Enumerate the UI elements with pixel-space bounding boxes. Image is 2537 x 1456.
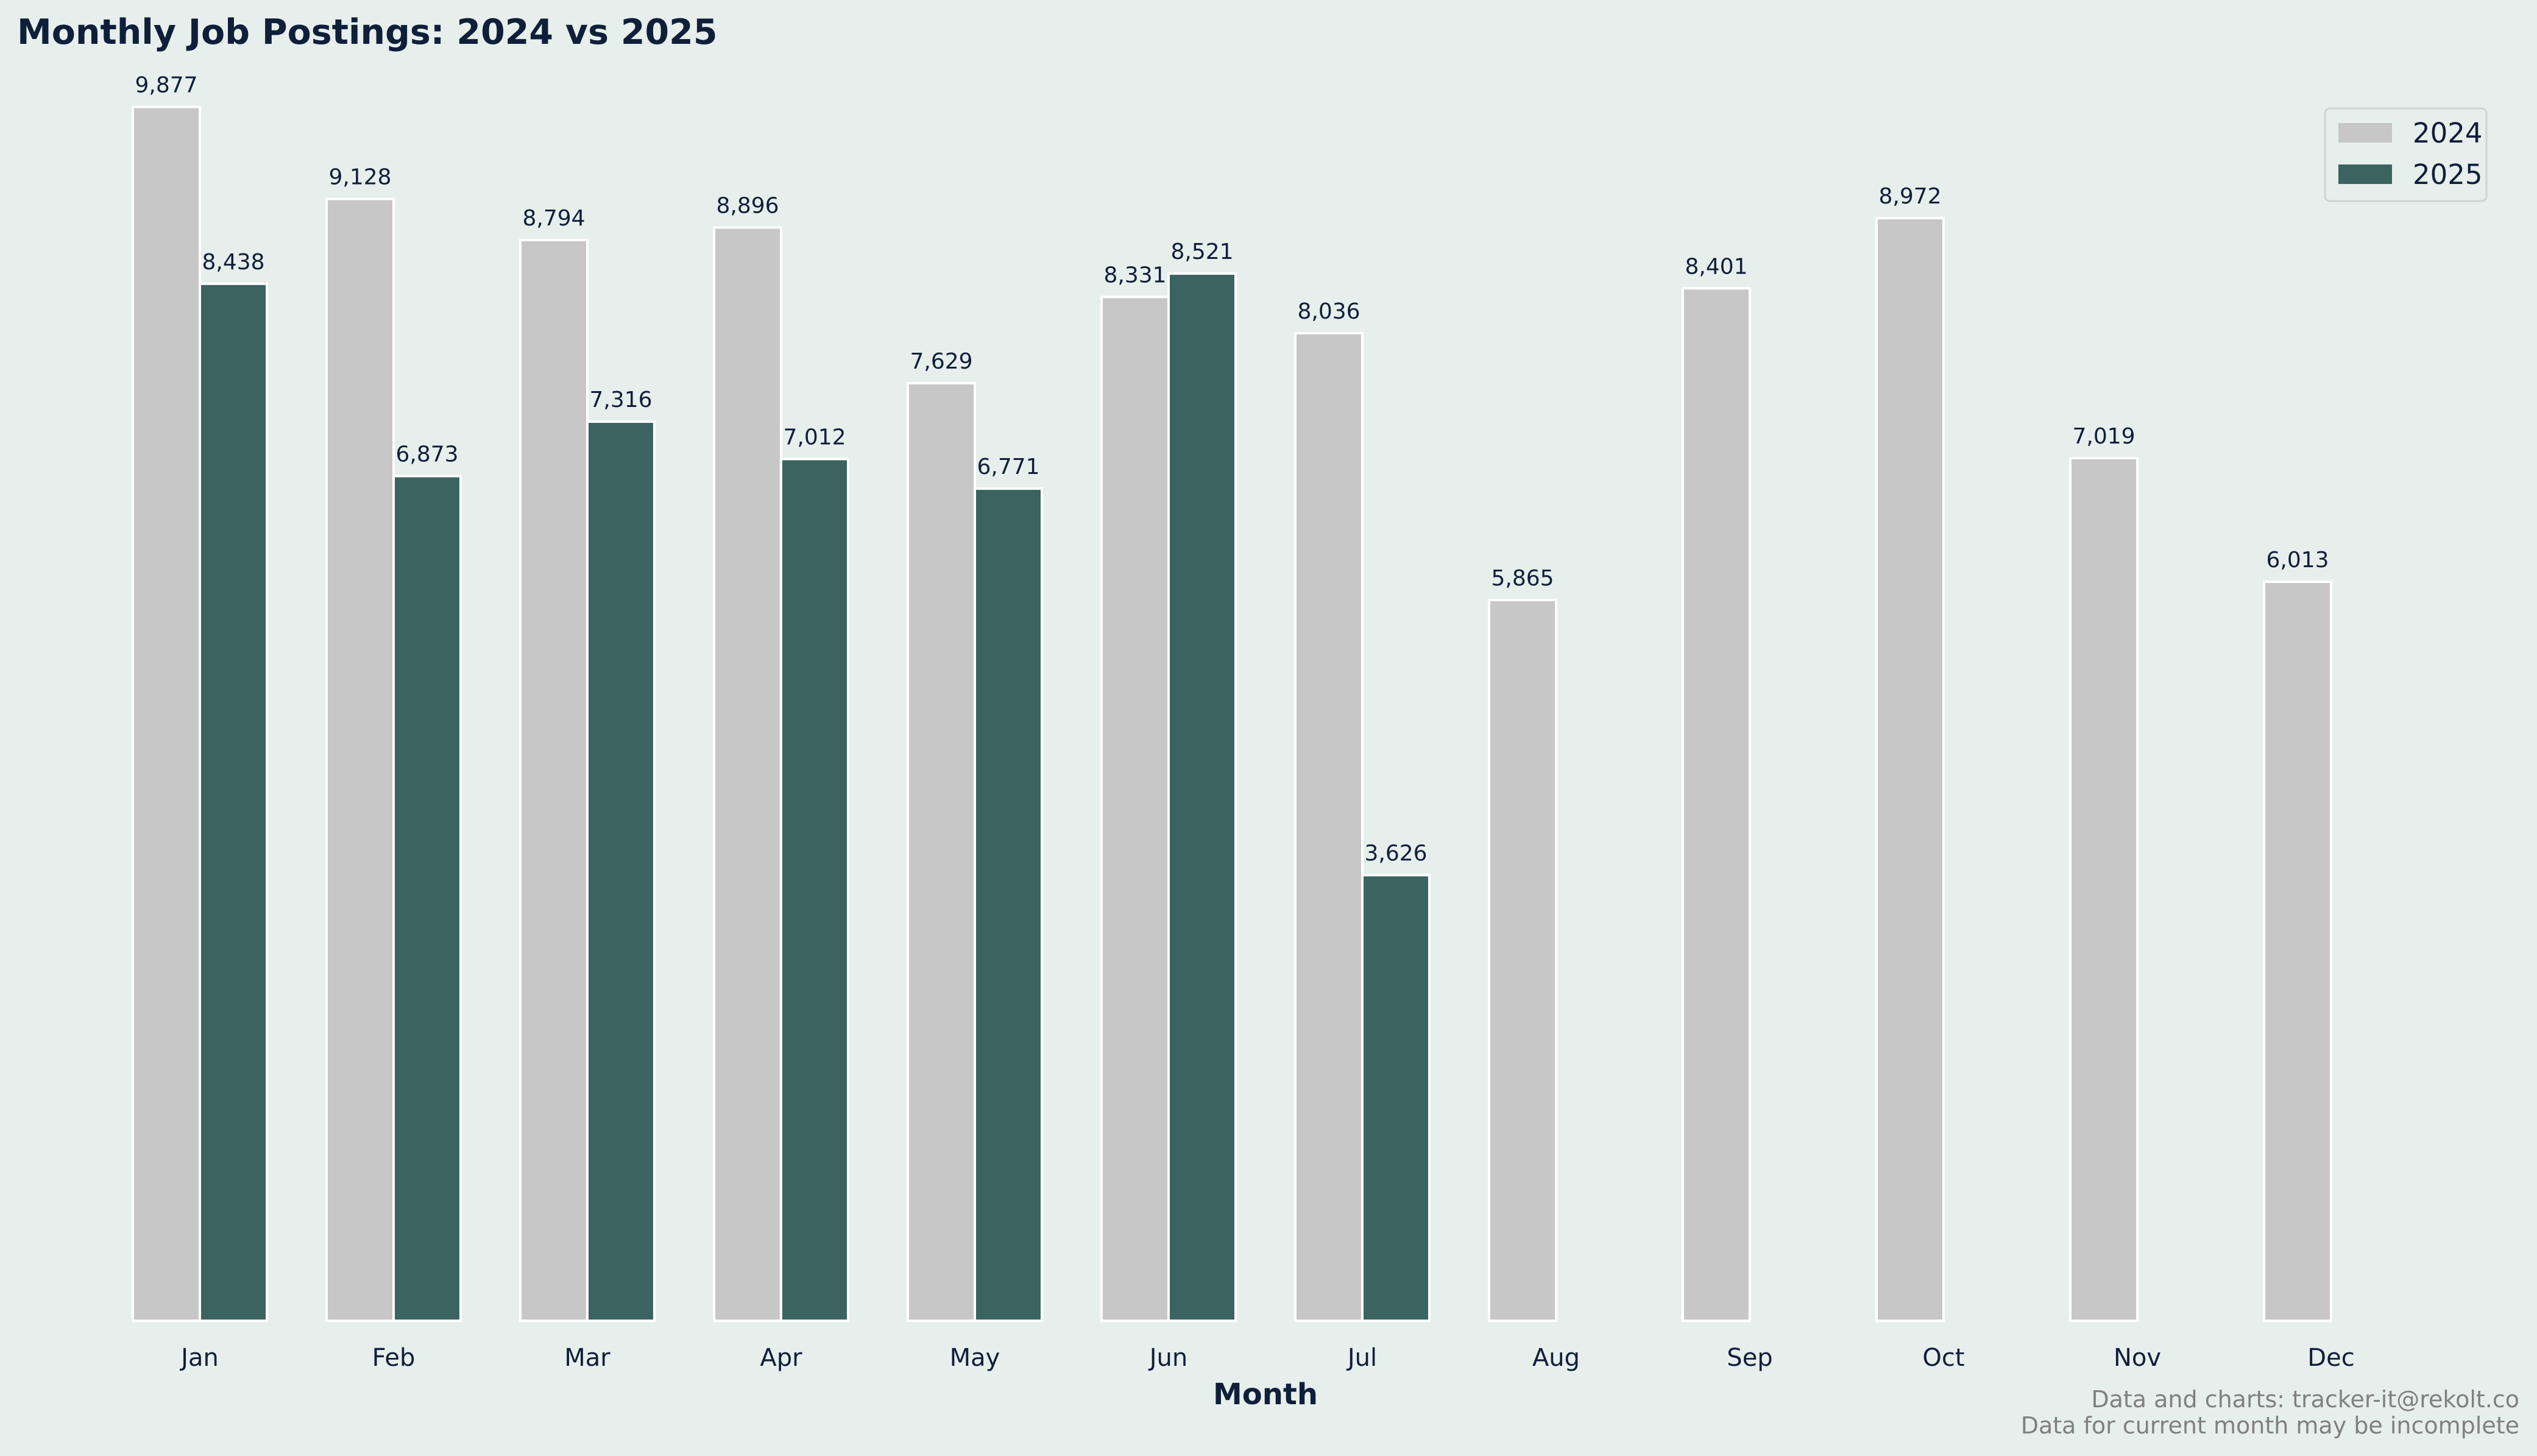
bar-2025-feb [392, 475, 462, 1322]
x-tick-dec: Dec [2307, 1344, 2354, 1372]
x-tick-jan: Jan [179, 1344, 219, 1372]
bar-2025-apr [780, 458, 849, 1322]
x-tick-jul: Jul [1346, 1344, 1377, 1372]
bar-2024-jul [1294, 331, 1364, 1323]
legend-label-2025: 2025 [2413, 158, 2483, 191]
x-tick-apr: Apr [760, 1344, 802, 1372]
bar-2024-mar [519, 238, 589, 1322]
value-label-2024-feb: 9,128 [328, 165, 391, 190]
value-labels-group: 9,877 8,438 9,128 6,873 8,794 7,316 8,896 7,012… [135, 73, 2329, 866]
bar-2024-dec [2263, 580, 2332, 1322]
bar-2025-may [974, 487, 1043, 1322]
value-label-2025-jul: 3,626 [1364, 841, 1427, 866]
bar-2025-jan [199, 282, 268, 1322]
value-label-2025-jan: 8,438 [202, 250, 264, 275]
x-tick-sep: Sep [1727, 1344, 1772, 1372]
legend-swatch-2024 [2338, 123, 2392, 143]
value-label-2024-sep: 8,401 [1685, 254, 1747, 279]
x-tick-may: May [950, 1344, 1000, 1372]
value-label-2024-jun: 8,331 [1103, 263, 1166, 288]
bar-2024-nov [2069, 457, 2139, 1322]
value-label-2025-mar: 7,316 [589, 387, 652, 412]
x-tick-jun: Jun [1148, 1344, 1188, 1372]
bar-2024-apr [713, 226, 782, 1322]
x-tick-feb: Feb [372, 1344, 416, 1372]
legend-swatch-2025 [2338, 164, 2392, 184]
bar-2025-mar [586, 420, 656, 1322]
x-axis-label: Month [1213, 1377, 1318, 1412]
footer-credit: Data and charts: tracker-it@rekolt.co [2091, 1386, 2519, 1413]
value-label-2024-nov: 7,019 [2072, 424, 2135, 449]
bar-2024-jun [1100, 295, 1170, 1322]
x-tick-labels-group: Jan Feb Mar Apr May Jun Jul Aug Sep Oct Nov Dec [179, 1344, 2355, 1372]
value-label-2024-apr: 8,896 [716, 193, 779, 218]
x-tick-oct: Oct [1922, 1344, 1964, 1372]
value-label-2024-oct: 8,972 [1878, 184, 1941, 209]
bar-2024-oct [1875, 217, 1945, 1322]
value-label-2024-may: 7,629 [910, 349, 972, 374]
value-label-2024-jan: 9,877 [135, 73, 197, 98]
chart-title: Monthly Job Postings: 2024 vs 2025 [17, 12, 718, 52]
bar-2025-jul [1361, 874, 1431, 1322]
value-label-2025-feb: 6,873 [395, 442, 458, 467]
value-label-2024-dec: 6,013 [2266, 548, 2329, 573]
bar-2024-feb [325, 197, 395, 1322]
x-tick-mar: Mar [564, 1344, 610, 1372]
legend-label-2024: 2024 [2413, 117, 2483, 149]
bars-group [132, 105, 2332, 1323]
value-label-2025-jun: 8,521 [1170, 239, 1233, 264]
value-label-2024-mar: 8,794 [522, 206, 585, 231]
footer-note: Data for current month may be incomplete [2021, 1412, 2519, 1439]
value-label-2025-may: 6,771 [977, 454, 1039, 479]
value-label-2024-jul: 8,036 [1297, 299, 1360, 324]
bar-2024-sep [1682, 287, 1751, 1323]
x-tick-aug: Aug [1532, 1344, 1580, 1372]
x-tick-nov: Nov [2114, 1344, 2161, 1372]
bar-2024-may [907, 381, 976, 1322]
bar-2024-aug [1488, 598, 1557, 1323]
value-label-2024-aug: 5,865 [1491, 566, 1554, 591]
bar-2025-jun [1167, 272, 1237, 1322]
bar-2024-jan [132, 105, 201, 1322]
legend: 2024 2025 [2324, 107, 2488, 202]
value-label-2025-apr: 7,012 [783, 425, 846, 450]
